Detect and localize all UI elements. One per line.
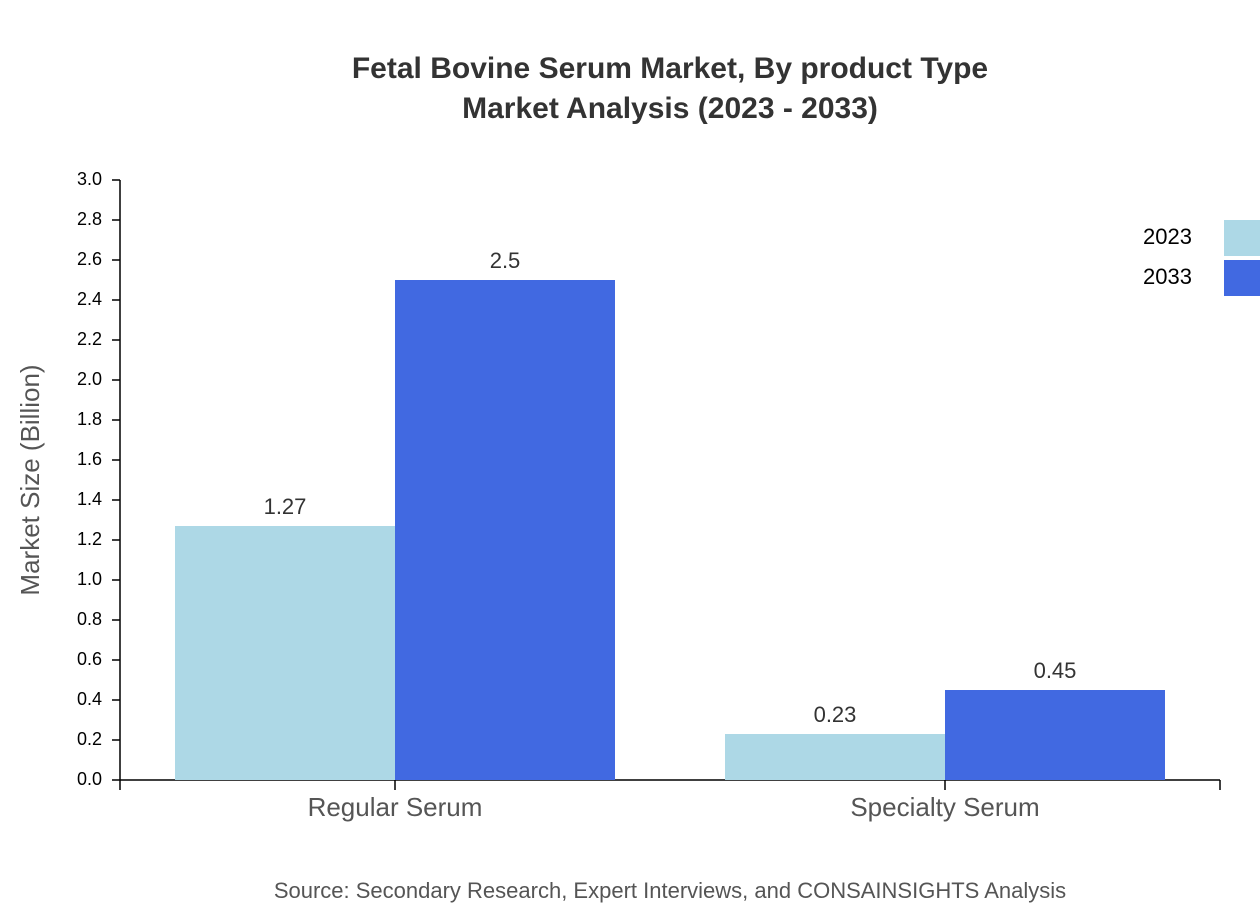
bar [175,526,395,780]
y-tick-label: 0.2 [77,729,102,749]
y-tick-label: 1.8 [77,409,102,429]
legend-swatch [1224,260,1260,296]
bar [725,734,945,780]
bar [945,690,1165,780]
y-tick-label: 2.8 [77,209,102,229]
data-label: 1.27 [264,494,307,519]
y-tick-label: 2.2 [77,329,102,349]
y-tick-label: 0.0 [77,769,102,789]
legend-swatch [1224,220,1260,256]
y-tick-label: 0.4 [77,689,102,709]
y-tick-label: 2.6 [77,249,102,269]
data-label: 2.5 [490,248,521,273]
chart-title: Fetal Bovine Serum Market, By product Ty… [352,52,988,85]
y-axis-label: Market Size (Billion) [15,364,45,595]
y-tick-label: 0.8 [77,609,102,629]
y-tick-label: 2.4 [77,289,102,309]
y-tick-label: 1.2 [77,529,102,549]
chart-subtitle: Market Analysis (2023 - 2033) [462,92,878,125]
y-tick-label: 1.0 [77,569,102,589]
y-tick-label: 2.0 [77,369,102,389]
y-tick-label: 1.4 [77,489,102,509]
x-tick-label: Regular Serum [308,792,483,822]
bar [395,280,615,780]
data-label: 0.45 [1034,658,1077,683]
legend-label: 2023 [1143,224,1192,249]
y-tick-label: 1.6 [77,449,102,469]
legend-label: 2033 [1143,264,1192,289]
source-note: Source: Secondary Research, Expert Inter… [274,878,1066,903]
y-tick-label: 3.0 [77,169,102,189]
data-label: 0.23 [814,702,857,727]
y-tick-label: 0.6 [77,649,102,669]
x-tick-label: Specialty Serum [850,792,1039,822]
